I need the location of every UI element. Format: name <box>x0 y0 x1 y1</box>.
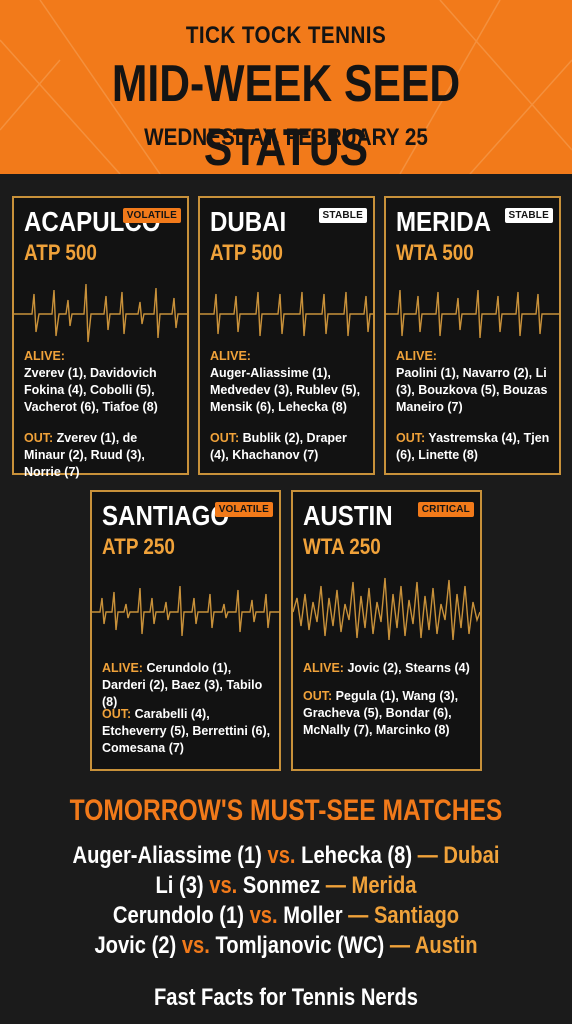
out-list: OUT: Pegula (1), Wang (3), Gracheva (5),… <box>303 688 474 739</box>
match-location: — Santiago <box>348 902 460 929</box>
tournament-card-merida: MERIDA WTA 500 STABLE ALIVE: Paolini (1)… <box>384 196 561 475</box>
alive-players: Cerundolo (1), Darderi (2), Baez (3), Ta… <box>102 661 263 709</box>
match-vs: vs. <box>249 902 278 929</box>
match-player-2: Lehecka (8) <box>301 842 413 869</box>
match-player-1: Jovic (2) <box>94 932 177 959</box>
header-background-pattern <box>0 0 572 174</box>
match-row: Li (3) vs. Sonmez — Merida <box>46 872 526 900</box>
heartbeat-line <box>14 283 187 343</box>
status-badge: CRITICAL <box>417 502 474 517</box>
tournament-name: AUSTIN <box>303 500 393 531</box>
out-players: Carabelli (4), Etcheverry (5), Berrettin… <box>102 707 271 755</box>
match-player-1: Auger-Aliassime (1) <box>72 842 262 869</box>
alive-list: ALIVE: Paolini (1), Navarro (2), Li (3),… <box>396 348 553 416</box>
alive-list: ALIVE: Zverev (1), Davidovich Fokina (4)… <box>24 348 181 416</box>
tournament-card-austin: AUSTIN WTA 250 CRITICAL ALIVE: Jovic (2)… <box>291 490 482 771</box>
alive-list: ALIVE: Jovic (2), Stearns (4) <box>303 660 474 677</box>
match-location: — Merida <box>325 872 417 899</box>
status-badge: VOLATILE <box>122 208 181 223</box>
heartbeat-line <box>200 291 373 337</box>
match-player-2: Moller <box>283 902 343 929</box>
tournament-name: DUBAI <box>210 206 287 237</box>
match-row: Auger-Aliassime (1) vs. Lehecka (8) — Du… <box>46 842 526 870</box>
out-players: Yastremska (4), Tjen (6), Linette (8) <box>396 431 550 462</box>
match-player-1: Cerundolo (1) <box>112 902 244 929</box>
match-vs: vs. <box>267 842 296 869</box>
match-player-1: Li (3) <box>155 872 204 899</box>
out-label: OUT: <box>396 431 426 445</box>
match-location: — Dubai <box>417 842 500 869</box>
must-see-title: TOMORROW'S MUST-SEE MATCHES <box>69 794 503 827</box>
tournament-card-acapulco: ACAPULCO ATP 500 VOLATILE ALIVE: Zverev … <box>12 196 189 479</box>
match-player-2: Tomljanovic (WC) <box>215 932 385 959</box>
alive-players: Auger-Aliassime (1), Medvedev (3), Ruble… <box>210 366 361 414</box>
page-title: MID-WEEK SEED STATUS <box>111 55 461 174</box>
out-list: OUT: Carabelli (4), Etcheverry (5), Berr… <box>102 706 273 757</box>
alive-players: Paolini (1), Navarro (2), Li (3), Bouzko… <box>396 366 548 414</box>
out-label: OUT: <box>24 431 54 445</box>
alive-list: ALIVE: Auger-Aliassime (1), Medvedev (3)… <box>210 348 367 416</box>
tournament-tier: ATP 500 <box>210 240 283 265</box>
status-badge: STABLE <box>504 208 553 223</box>
tournament-tier: ATP 250 <box>102 534 175 559</box>
tournament-tier: ATP 500 <box>24 240 97 265</box>
tournament-tier: WTA 500 <box>396 240 474 265</box>
match-location: — Austin <box>389 932 478 959</box>
status-badge: STABLE <box>318 208 367 223</box>
heartbeat-line <box>293 577 480 641</box>
heartbeat-line <box>386 289 559 339</box>
alive-label: ALIVE: <box>210 349 251 363</box>
tournament-card-santiago: SANTIAGO ATP 250 VOLATILE ALIVE: Cerundo… <box>90 490 281 771</box>
alive-list: ALIVE: Cerundolo (1), Darderi (2), Baez … <box>102 660 273 711</box>
out-list: OUT: Bublik (2), Draper (4), Khachanov (… <box>210 430 367 464</box>
match-vs: vs. <box>181 932 210 959</box>
footer-tagline: Fast Facts for Tennis Nerds <box>153 984 418 1011</box>
out-players: Pegula (1), Wang (3), Gracheva (5), Bond… <box>303 689 459 737</box>
page-date: WEDNESDAY, FEBRUARY 25 <box>144 124 428 151</box>
tournament-card-dubai: DUBAI ATP 500 STABLE ALIVE: Auger-Aliass… <box>198 196 375 475</box>
alive-players: Zverev (1), Davidovich Fokina (4), Cobol… <box>24 366 158 414</box>
match-vs: vs. <box>209 872 238 899</box>
alive-label: ALIVE: <box>102 661 143 675</box>
status-badge: VOLATILE <box>214 502 273 517</box>
out-label: OUT: <box>303 689 333 703</box>
out-label: OUT: <box>210 431 240 445</box>
brand-name: TICK TOCK TENNIS <box>185 22 387 49</box>
tournament-tier: WTA 250 <box>303 534 381 559</box>
out-label: OUT: <box>102 707 132 721</box>
alive-label: ALIVE: <box>303 661 344 675</box>
match-row: Cerundolo (1) vs. Moller — Santiago <box>46 902 526 930</box>
tournament-name: SANTIAGO <box>102 500 230 531</box>
alive-label: ALIVE: <box>24 349 65 363</box>
out-players: Zverev (1), de Minaur (2), Ruud (3), Nor… <box>24 431 145 479</box>
match-row: Jovic (2) vs. Tomljanovic (WC) — Austin <box>46 932 526 960</box>
out-list: OUT: Yastremska (4), Tjen (6), Linette (… <box>396 430 553 464</box>
alive-label: ALIVE: <box>396 349 437 363</box>
out-players: Bublik (2), Draper (4), Khachanov (7) <box>210 431 347 462</box>
match-player-2: Sonmez <box>242 872 321 899</box>
header-banner: TICK TOCK TENNIS MID-WEEK SEED STATUS WE… <box>0 0 572 174</box>
tournament-name: MERIDA <box>396 206 491 237</box>
heartbeat-line <box>92 585 279 637</box>
alive-players: Jovic (2), Stearns (4) <box>347 661 470 675</box>
out-list: OUT: Zverev (1), de Minaur (2), Ruud (3)… <box>24 430 181 481</box>
